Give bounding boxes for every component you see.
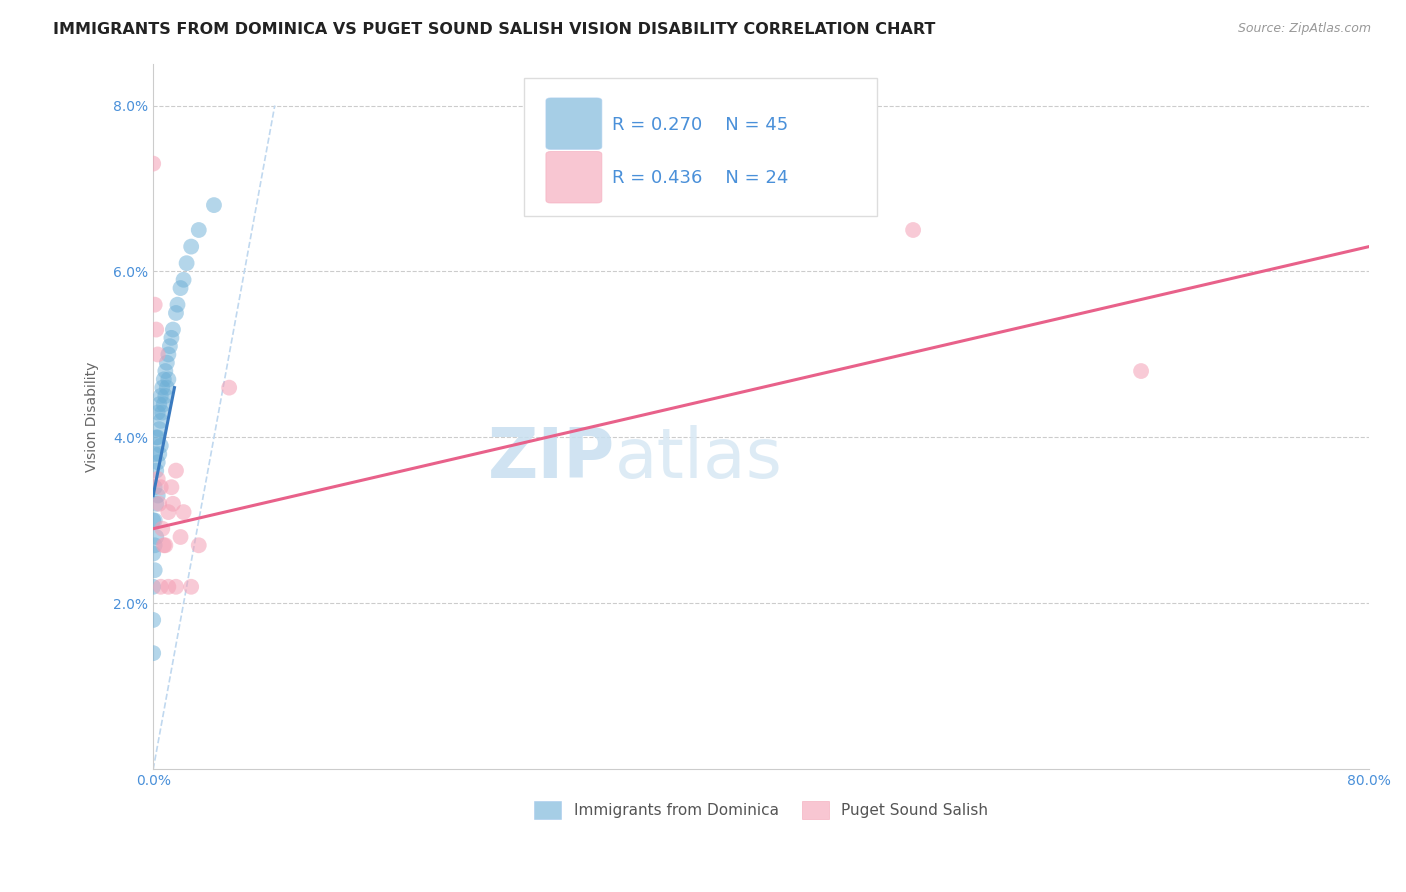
Point: [160, 480, 183, 494]
Point: [157, 580, 180, 594]
Point: [145, 497, 167, 511]
Point: [145, 464, 167, 478]
Point: [218, 381, 240, 395]
Point: [142, 513, 165, 527]
Point: [143, 513, 166, 527]
Point: [202, 198, 225, 212]
Point: [143, 538, 166, 552]
Point: [176, 256, 198, 270]
Point: [142, 156, 165, 170]
Point: [180, 580, 202, 594]
Point: [148, 422, 170, 436]
Point: [173, 273, 195, 287]
Point: [187, 538, 209, 552]
Point: [143, 447, 166, 461]
Point: [145, 430, 167, 444]
FancyBboxPatch shape: [524, 78, 876, 216]
Point: [146, 455, 169, 469]
Point: [153, 372, 176, 386]
Y-axis label: Vision Disability: Vision Disability: [86, 361, 100, 472]
Point: [169, 281, 191, 295]
Point: [146, 347, 169, 361]
Point: [150, 522, 173, 536]
Point: [187, 223, 209, 237]
Point: [143, 298, 166, 312]
Point: [142, 580, 165, 594]
Point: [173, 505, 195, 519]
Point: [142, 646, 165, 660]
Point: [149, 580, 172, 594]
Text: R = 0.436    N = 24: R = 0.436 N = 24: [612, 169, 787, 186]
Text: atlas: atlas: [616, 425, 783, 492]
Point: [150, 381, 173, 395]
Point: [155, 389, 177, 403]
Point: [162, 497, 184, 511]
Point: [157, 372, 180, 386]
Text: Source: ZipAtlas.com: Source: ZipAtlas.com: [1237, 22, 1371, 36]
Point: [901, 223, 924, 237]
Point: [145, 322, 167, 336]
Point: [160, 331, 183, 345]
Point: [149, 439, 172, 453]
Point: [146, 430, 169, 444]
Point: [149, 389, 172, 403]
Point: [153, 397, 176, 411]
Point: [165, 580, 187, 594]
Point: [165, 306, 187, 320]
Point: [165, 464, 187, 478]
Point: [148, 497, 170, 511]
Point: [155, 364, 177, 378]
Point: [146, 405, 169, 419]
Point: [149, 480, 172, 494]
Point: [180, 239, 202, 253]
Point: [1130, 364, 1153, 378]
Point: [153, 538, 176, 552]
Point: [157, 505, 180, 519]
Point: [162, 322, 184, 336]
Point: [143, 480, 166, 494]
Text: IMMIGRANTS FROM DOMINICA VS PUGET SOUND SALISH VISION DISABILITY CORRELATION CHA: IMMIGRANTS FROM DOMINICA VS PUGET SOUND …: [53, 22, 936, 37]
Text: R = 0.270    N = 45: R = 0.270 N = 45: [612, 116, 787, 134]
Point: [148, 447, 170, 461]
Point: [155, 538, 177, 552]
Point: [143, 563, 166, 577]
Point: [146, 472, 169, 486]
FancyBboxPatch shape: [546, 98, 602, 149]
Point: [142, 613, 165, 627]
FancyBboxPatch shape: [546, 152, 602, 203]
Point: [156, 381, 179, 395]
Point: [142, 547, 165, 561]
Point: [146, 488, 169, 502]
Point: [159, 339, 181, 353]
Point: [150, 405, 173, 419]
Point: [157, 347, 180, 361]
Point: [169, 530, 191, 544]
Point: [149, 414, 172, 428]
Point: [166, 298, 188, 312]
Legend: Immigrants from Dominica, Puget Sound Salish: Immigrants from Dominica, Puget Sound Sa…: [527, 796, 994, 825]
Point: [145, 530, 167, 544]
Point: [148, 397, 170, 411]
Point: [156, 356, 179, 370]
Text: ZIP: ZIP: [488, 425, 616, 492]
